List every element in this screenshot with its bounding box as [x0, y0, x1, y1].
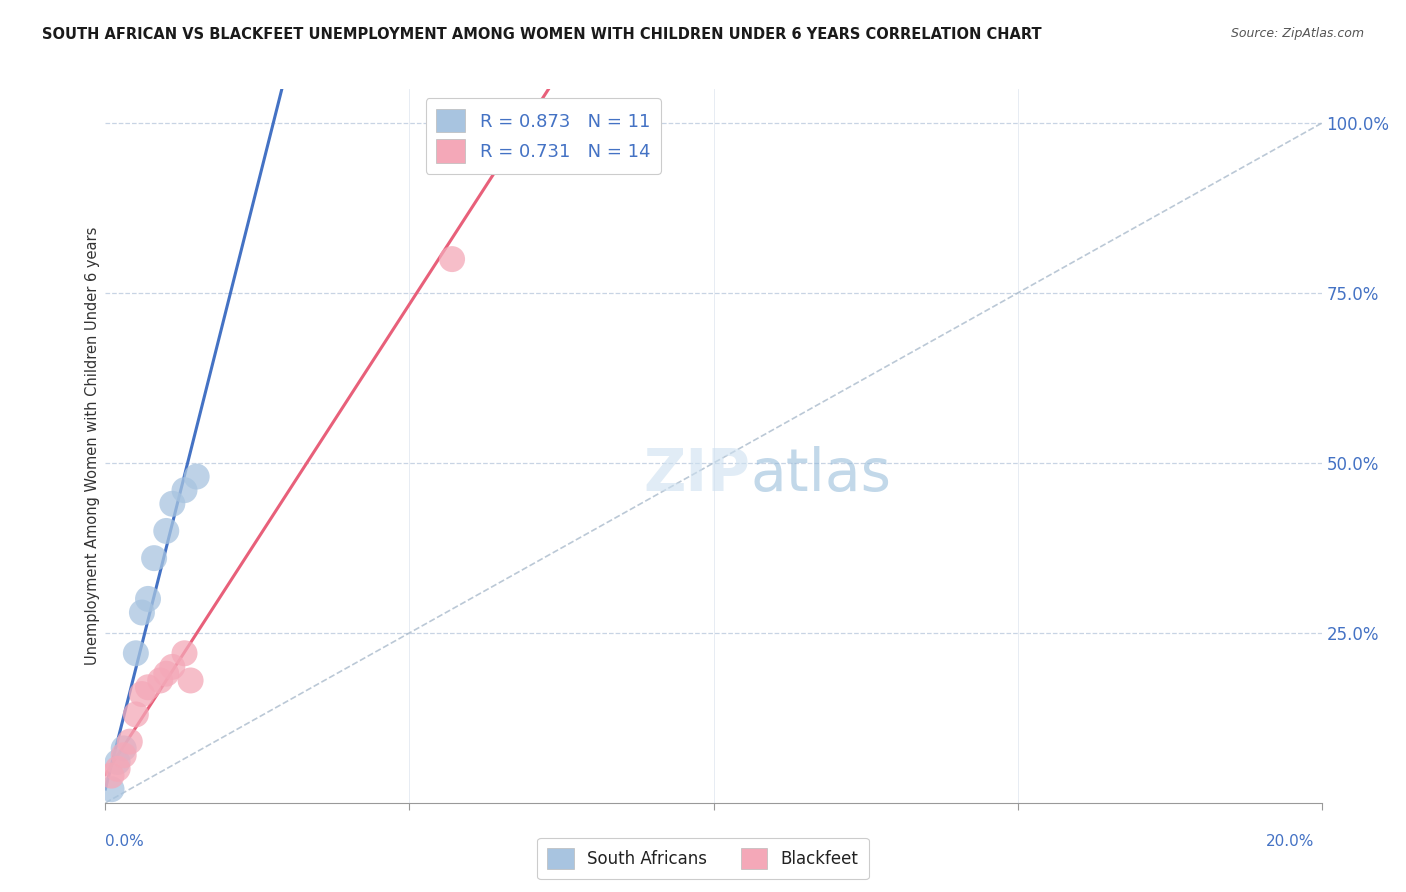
Point	[155, 524, 177, 538]
Text: ZIP: ZIP	[643, 446, 749, 503]
Point	[100, 769, 122, 783]
Point	[186, 469, 208, 483]
Point	[125, 646, 148, 660]
Text: SOUTH AFRICAN VS BLACKFEET UNEMPLOYMENT AMONG WOMEN WITH CHILDREN UNDER 6 YEARS : SOUTH AFRICAN VS BLACKFEET UNEMPLOYMENT …	[42, 27, 1042, 42]
Point	[162, 660, 184, 674]
Text: Source: ZipAtlas.com: Source: ZipAtlas.com	[1230, 27, 1364, 40]
Point	[125, 707, 148, 722]
Point	[173, 483, 195, 498]
Point	[131, 606, 153, 620]
Point	[107, 755, 129, 769]
Text: 0.0%: 0.0%	[105, 834, 145, 849]
Point	[112, 748, 135, 763]
Point	[112, 741, 135, 756]
Point	[149, 673, 172, 688]
Point	[131, 687, 153, 701]
Point	[173, 646, 195, 660]
Point	[107, 762, 129, 776]
Point	[118, 734, 141, 748]
Point	[143, 551, 166, 566]
Point	[441, 252, 464, 266]
Legend: R = 0.873   N = 11, R = 0.731   N = 14: R = 0.873 N = 11, R = 0.731 N = 14	[426, 98, 661, 174]
Text: 20.0%: 20.0%	[1267, 834, 1315, 849]
Point	[136, 591, 159, 606]
Point	[136, 680, 159, 694]
Point	[162, 497, 184, 511]
Y-axis label: Unemployment Among Women with Children Under 6 years: Unemployment Among Women with Children U…	[84, 227, 100, 665]
Point	[180, 673, 202, 688]
Text: atlas: atlas	[749, 446, 891, 503]
Point	[489, 136, 512, 151]
Legend: South Africans, Blackfeet: South Africans, Blackfeet	[537, 838, 869, 880]
Point	[155, 666, 177, 681]
Point	[100, 782, 122, 797]
